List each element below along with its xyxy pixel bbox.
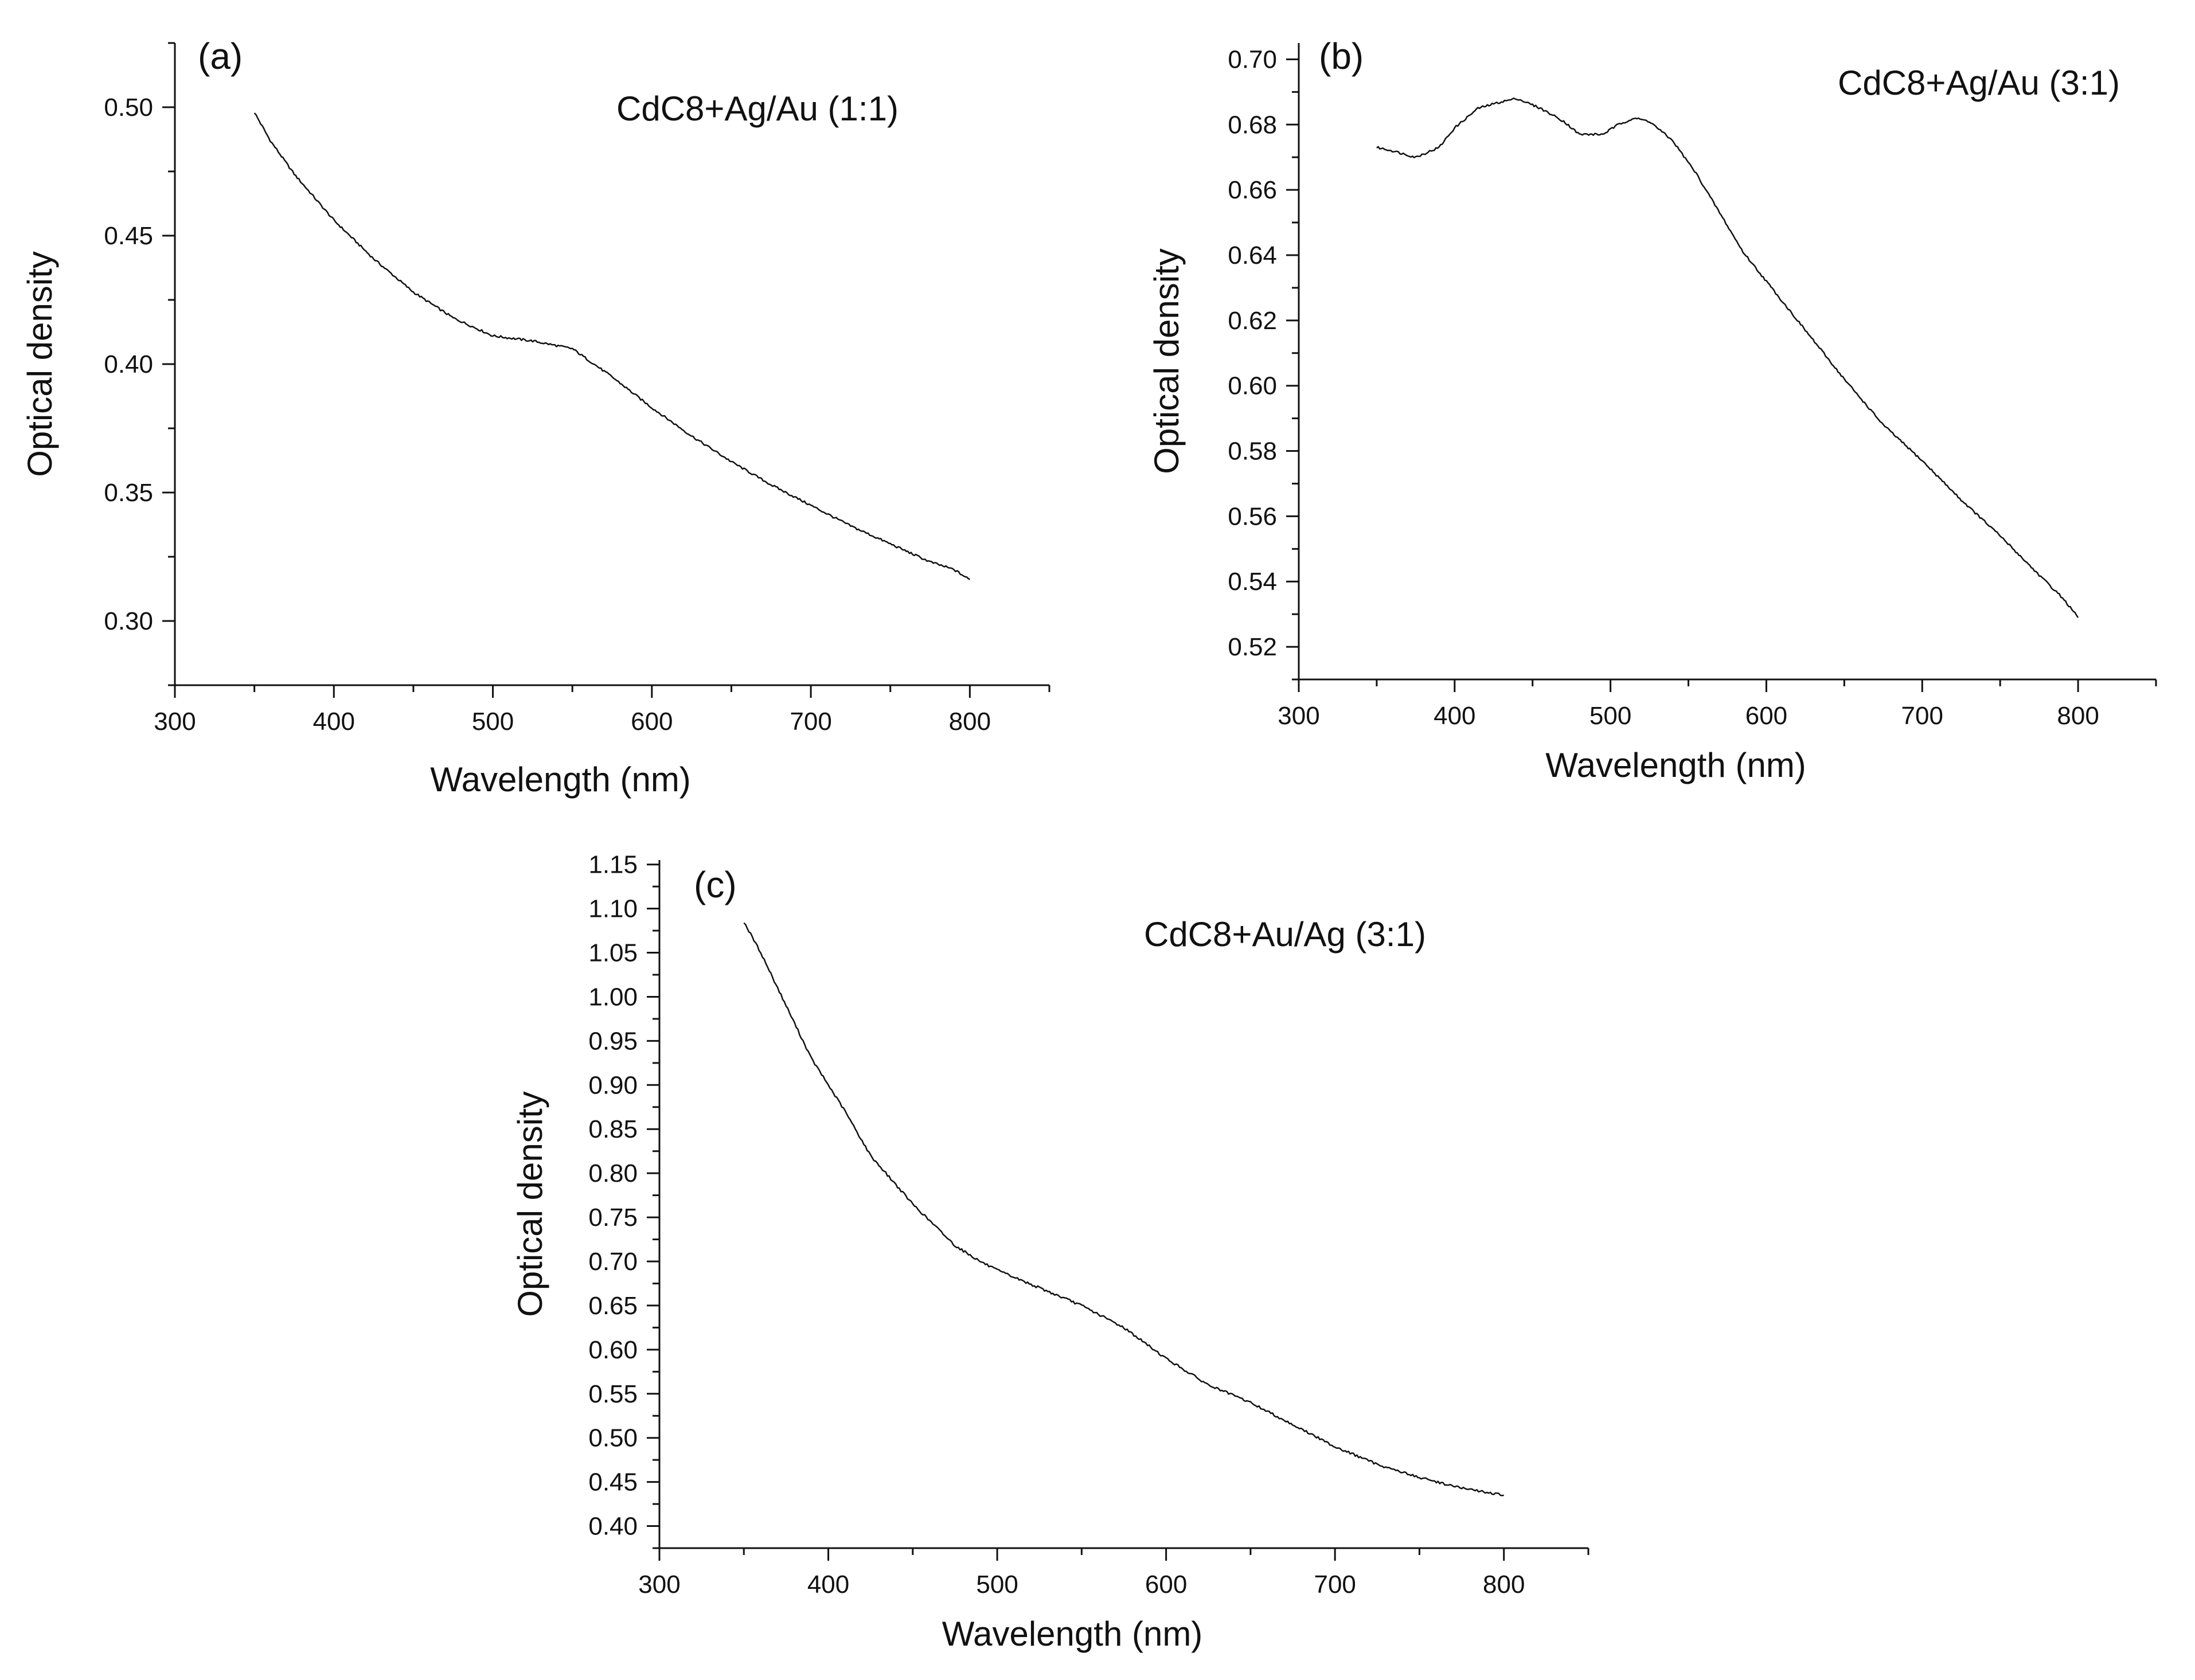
x-tick-label: 700	[790, 708, 831, 736]
x-axis-title: Wavelength (nm)	[1545, 746, 1806, 784]
y-axis-title: Optical density	[511, 1091, 549, 1317]
y-tick-label: 0.70	[588, 1248, 638, 1276]
y-tick-label: 0.30	[104, 607, 153, 635]
x-tick-label: 300	[638, 1570, 680, 1599]
y-tick-label: 0.60	[588, 1336, 638, 1364]
x-tick-label: 700	[1901, 702, 1943, 730]
x-axis-title: Wavelength (nm)	[430, 760, 691, 799]
y-tick-label: 0.68	[1228, 111, 1277, 139]
y-tick-label: 0.55	[588, 1380, 638, 1408]
x-tick-label: 600	[631, 708, 673, 736]
y-tick-label: 0.35	[104, 479, 153, 507]
y-tick-label: 1.00	[588, 983, 638, 1011]
panel-a: 300 400 500 600 700 800 0.30 0.35 0.40 0.45 0.50 Wa…	[21, 36, 1050, 799]
y-tick-label: 0.75	[588, 1204, 638, 1232]
y-tick-label: 0.58	[1228, 437, 1277, 466]
y-tick-label: 0.85	[588, 1115, 638, 1143]
y-tick-label: 0.52	[1228, 633, 1277, 661]
y-tick-label: 0.50	[588, 1424, 638, 1452]
y-tick-label: 0.62	[1228, 307, 1277, 335]
panel-label: (b)	[1319, 36, 1364, 77]
spectrum-line	[253, 112, 971, 580]
series-annotation: CdC8+Au/Ag (3:1)	[1144, 915, 1426, 954]
x-tick-label: 800	[949, 708, 991, 736]
x-tick-label: 800	[2057, 702, 2099, 730]
x-tick-label: 300	[154, 708, 196, 736]
y-tick-label: 0.64	[1228, 241, 1277, 269]
x-tick-label: 500	[472, 708, 514, 736]
x-tick-label: 400	[1434, 702, 1475, 730]
x-tick-label: 600	[1745, 702, 1787, 730]
y-axis-title: Optical density	[1147, 248, 1186, 474]
y-tick-label: 0.66	[1228, 176, 1277, 204]
x-tick-label: 600	[1145, 1570, 1187, 1599]
x-tick-label: 300	[1278, 702, 1319, 730]
panel-label: (a)	[198, 36, 243, 77]
y-tick-label: 0.56	[1228, 502, 1277, 530]
y-tick-label: 0.90	[588, 1071, 638, 1099]
y-tick-label: 1.05	[588, 939, 638, 967]
y-tick-label: 0.60	[1228, 372, 1277, 400]
panel-b: 300 400 500 600 700 800 0.52 0.54 0.56 0.58 0.60 0.…	[1147, 36, 2157, 784]
x-tick-label: 700	[1314, 1570, 1356, 1599]
x-tick-label: 500	[1589, 702, 1631, 730]
y-axis-title: Optical density	[21, 251, 59, 477]
x-tick-label: 400	[807, 1570, 849, 1599]
y-tick-label: 0.95	[588, 1027, 638, 1055]
y-tick-label: 0.50	[104, 93, 153, 122]
y-tick-label: 1.15	[588, 851, 638, 879]
x-axis-title: Wavelength (nm)	[942, 1615, 1203, 1653]
y-tick-label: 0.65	[588, 1292, 638, 1320]
x-tick-label: 800	[1483, 1570, 1525, 1599]
y-tick-label: 0.70	[1228, 45, 1277, 73]
y-tick-label: 0.54	[1228, 568, 1277, 596]
series-annotation: CdC8+Ag/Au (3:1)	[1838, 64, 2120, 102]
y-tick-label: 1.10	[588, 895, 638, 923]
y-tick-label: 0.40	[588, 1513, 638, 1541]
y-tick-label: 0.45	[588, 1468, 638, 1497]
y-tick-label: 0.45	[104, 222, 153, 250]
panel-c: 300 400 500 600 700 800 0.40 0.45 0.50 0.55 0.60 0.…	[511, 851, 1589, 1653]
y-tick-label: 0.80	[588, 1159, 638, 1187]
x-tick-label: 500	[976, 1570, 1018, 1599]
panel-label: (c)	[694, 864, 737, 905]
spectrum-line	[1376, 97, 2079, 618]
x-tick-label: 400	[313, 708, 355, 736]
y-tick-label: 0.40	[104, 350, 153, 378]
spectrum-line	[743, 922, 1504, 1497]
series-annotation: CdC8+Ag/Au (1:1)	[616, 89, 899, 128]
